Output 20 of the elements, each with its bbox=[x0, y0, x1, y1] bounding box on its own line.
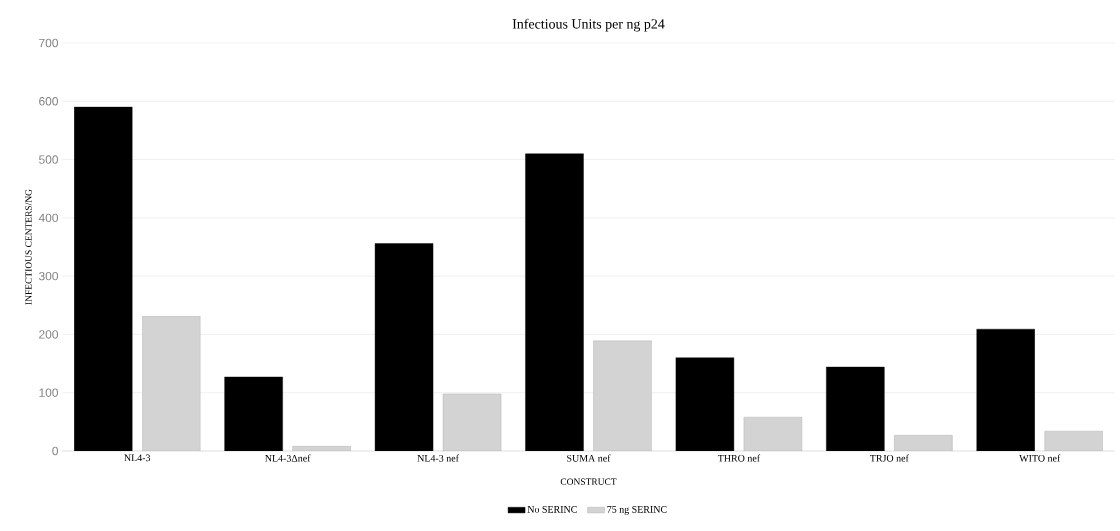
y-tick-label: 600 bbox=[39, 97, 59, 106]
x-tick-label: THRO nef bbox=[717, 454, 761, 462]
y-tick-label: 500 bbox=[39, 155, 59, 164]
x-axis-title: CONSTRUCT bbox=[560, 478, 617, 485]
chart-title: Infectious Units per ng p24 bbox=[512, 18, 665, 32]
y-axis-title: INFECTIOUS CENTERS/NG bbox=[25, 189, 32, 305]
x-tick-label: TRJO nef bbox=[870, 454, 909, 462]
x-tick-label: NL4-3 nef bbox=[417, 454, 459, 462]
x-tick-label: SUMA nef bbox=[567, 454, 611, 462]
y-tick-label: 200 bbox=[39, 330, 59, 339]
legend-label: No SERINC bbox=[527, 506, 577, 513]
x-tick-label: WITO nef bbox=[1019, 454, 1061, 462]
x-tick-label: NL4-3Δnef bbox=[265, 454, 311, 462]
x-tick-label: NL4-3 bbox=[124, 454, 151, 462]
y-tick-label: 400 bbox=[38, 213, 59, 223]
y-tick-label: 700 bbox=[39, 38, 59, 48]
y-tick-label: 100 bbox=[39, 388, 59, 397]
legend-label: 75 ng SERINC bbox=[607, 506, 667, 515]
y-tick-label: 0 bbox=[52, 446, 59, 456]
y-tick-label: 300 bbox=[38, 271, 59, 281]
